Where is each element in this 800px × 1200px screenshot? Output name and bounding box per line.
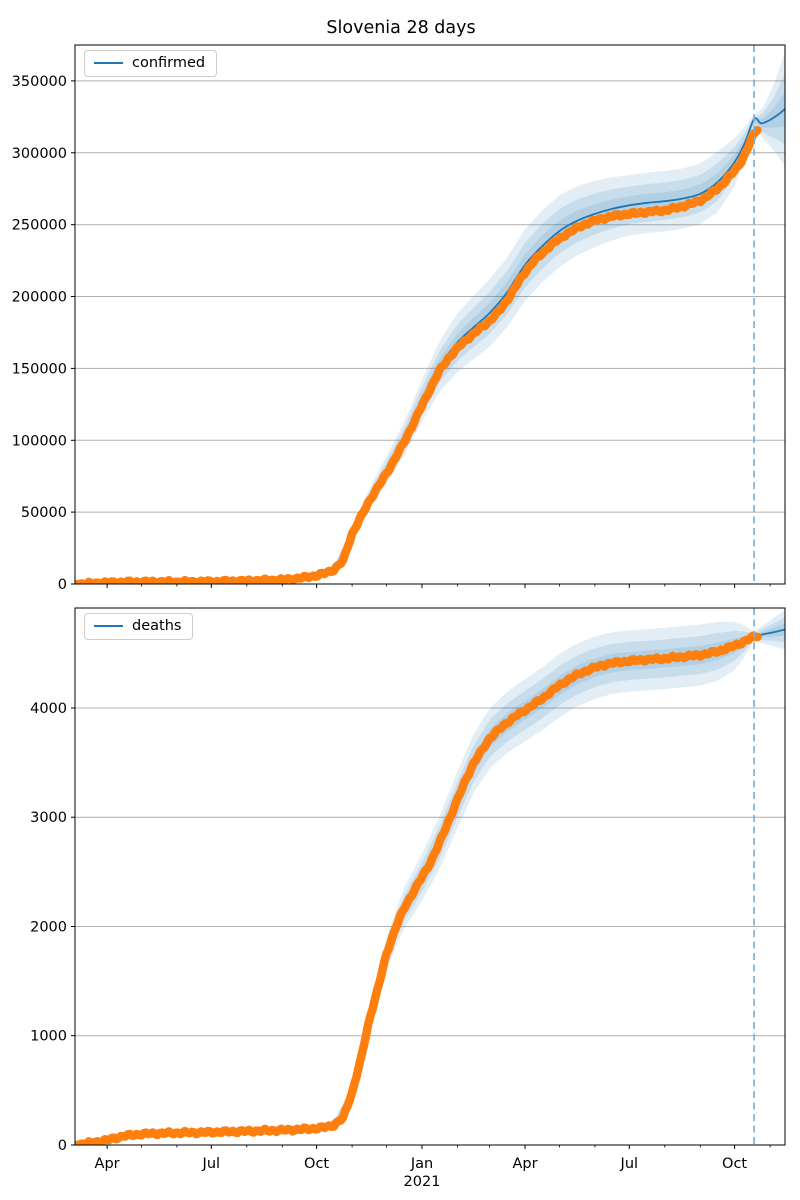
panel-confirmed: 0 50000 100000 150000 200000 250000 300000 3500…: [12, 44, 786, 593]
y-tick-label: 350000: [12, 74, 67, 90]
confidence-band: [75, 51, 785, 584]
confidence-band: [75, 73, 785, 584]
confidence-band: [75, 609, 785, 1145]
x-tick-label: Apr: [95, 1156, 120, 1172]
y-tick-label: 4000: [30, 701, 67, 717]
y-tick-label: 100000: [12, 433, 67, 449]
y-tick-label: 0: [58, 577, 67, 593]
y-tick-label: 3000: [30, 810, 67, 826]
chart-title: Slovenia 28 days: [326, 18, 476, 38]
y-tick-label: 50000: [21, 505, 67, 521]
x-tick-label: Apr: [512, 1156, 537, 1172]
y-tick-label: 1000: [30, 1029, 67, 1045]
legend-deaths: deaths: [84, 613, 194, 640]
plot-border: [74, 607, 786, 1146]
plot-area: [75, 51, 785, 584]
x-tick-label: Oct: [722, 1156, 747, 1172]
actual-line: [75, 125, 762, 584]
x-tick-label: Oct: [304, 1156, 329, 1172]
forecast-line: [75, 628, 785, 1145]
x-tick-label: Jul: [202, 1156, 221, 1172]
y-tick-label: 200000: [12, 290, 67, 306]
actual-line: [75, 631, 762, 1145]
x-year-label: 2021: [404, 1174, 441, 1190]
legend-label-confirmed: confirmed: [132, 55, 206, 71]
legend-label-deaths: deaths: [132, 618, 182, 634]
legend-confirmed: confirmed: [84, 50, 218, 77]
x-tick-label: Jan: [410, 1156, 433, 1172]
panel-deaths: 0 1000 2000 3000 4000 Apr Jul Oct Jan Apr Jul Oct 20…: [30, 607, 786, 1190]
confidence-band: [75, 91, 785, 584]
y-tick-label: 2000: [30, 920, 67, 936]
plot-area: [75, 609, 785, 1145]
plot-border: [74, 44, 786, 585]
y-tick-label: 150000: [12, 361, 67, 377]
y-tick-label: 0: [58, 1138, 67, 1154]
legend-line-icon: [94, 625, 123, 628]
y-tick-label: 300000: [12, 146, 67, 162]
confidence-band: [75, 617, 785, 1145]
legend-line-icon: [94, 62, 123, 65]
y-tick-label: 250000: [12, 218, 67, 234]
x-tick-label: Jul: [620, 1156, 639, 1172]
